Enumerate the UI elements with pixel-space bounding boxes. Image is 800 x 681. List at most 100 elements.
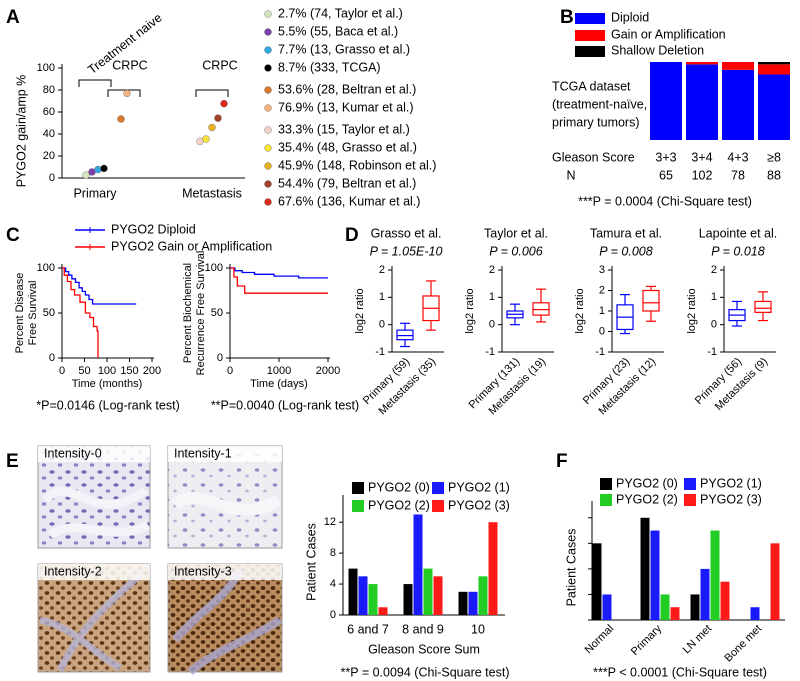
box (642, 289, 660, 312)
legend-swatch (432, 482, 444, 494)
bar (602, 594, 612, 620)
y-tick-label: -1 (595, 346, 605, 358)
box (396, 329, 414, 341)
y-axis-label: Percent Disease (14, 273, 26, 354)
y-axis-label: PYGO2 gain/amp % (14, 75, 28, 188)
y-tick-label: 0 (599, 325, 605, 337)
legend-marker (264, 126, 272, 134)
bar (413, 514, 423, 615)
legend-swatch (600, 494, 612, 506)
legend-marker (264, 162, 272, 170)
bar (750, 607, 760, 620)
bar-segment (758, 64, 790, 75)
x-tick-label: 150 (120, 365, 138, 377)
survival-curve (62, 267, 137, 305)
bracket (78, 79, 112, 87)
y-axis-label: Patient Cases (304, 523, 318, 601)
x-tick-label: 50 (78, 365, 90, 377)
bar (433, 576, 443, 615)
panel-letter: E (6, 451, 19, 472)
tissue (41, 486, 151, 539)
annotation: (treatment-naïve, (552, 97, 647, 111)
label-strip (168, 564, 282, 580)
bar-segment (758, 74, 790, 140)
data-point (82, 171, 90, 179)
panel-letter: C (6, 225, 20, 246)
legend-label: 54.4% (79, Beltran et al.) (278, 176, 416, 190)
x-tick-label: Metastasis (182, 186, 242, 200)
tissue (170, 491, 282, 516)
y-tick-label: 2 (711, 264, 717, 276)
footnote: ***P = 0.0004 (Chi-Square test) (578, 194, 752, 208)
x-tick-label: 8 and 9 (402, 622, 444, 636)
legend-label: PYGO2 (0) (368, 480, 430, 494)
count-label: 78 (731, 168, 745, 182)
y-tick-label: 0 (49, 352, 55, 364)
legend-swatch (575, 13, 605, 24)
legend-marker (264, 198, 272, 206)
y-tick-label: 3 (599, 264, 605, 276)
label-strip (38, 446, 150, 462)
p-value: P = 0.018 (711, 244, 764, 258)
bar (700, 568, 710, 620)
legend-label: 76.9% (13, Kumar et al.) (278, 100, 413, 114)
x-tick-label: Bone met (722, 623, 764, 665)
y-tick-label: 0 (49, 172, 55, 184)
legend-marker (264, 180, 272, 188)
y-tick-label: 0 (330, 609, 336, 621)
x-tick-label: Normal (583, 623, 617, 657)
y-tick-label: 100 (37, 62, 55, 74)
panel-letter: D (345, 225, 359, 246)
bar-segment (722, 62, 754, 70)
x-tick-label: 6 and 7 (347, 622, 389, 636)
y-axis-label: log2 ratio (574, 288, 586, 333)
legend-label: 45.9% (148, Robinson et al.) (278, 158, 436, 172)
bracket-label: CRPC (112, 58, 147, 72)
legend-label: PYGO2 Diploid (111, 222, 196, 236)
y-tick-label: 12 (324, 516, 336, 528)
legend-label: Diploid (611, 10, 649, 24)
panel-letter: B (560, 7, 574, 28)
panel-letter: F (556, 451, 568, 472)
p-value: P = 0.006 (489, 244, 542, 258)
y-axis-label: Patient Cases (564, 529, 578, 607)
bar (488, 522, 498, 615)
bar (348, 568, 358, 615)
count-header: N (566, 168, 575, 182)
x-tick-label: 0 (59, 365, 65, 377)
legend-marker (264, 28, 272, 36)
bar-segment (650, 62, 682, 140)
legend-label: PYGO2 (1) (448, 480, 510, 494)
legend-marker (264, 64, 272, 72)
data-point (123, 89, 131, 98)
legend-marker (264, 86, 272, 94)
bar (403, 584, 413, 615)
legend-swatch (684, 494, 696, 506)
legend-label: 35.4% (48, Grasso et al.) (278, 140, 417, 154)
x-tick-label: Primary (73, 186, 117, 200)
footnote: **P = 0.0094 (Chi-Square test) (341, 665, 510, 679)
bar (770, 543, 780, 620)
data-point (100, 164, 108, 173)
x-tick-label: 4+3 (727, 150, 748, 164)
x-tick-label: Primary (629, 622, 665, 658)
y-tick-label: 50 (43, 307, 55, 319)
legend-label: PYGO2 (3) (448, 498, 510, 512)
bar (358, 576, 368, 615)
x-axis-label: Gleason Score Sum (368, 642, 480, 656)
tissue (39, 572, 143, 672)
footnote: ***P < 0.0001 (Chi-Square test) (593, 665, 767, 679)
bar (660, 594, 670, 620)
y-tick-label: 60 (43, 106, 55, 118)
bar (458, 591, 468, 615)
bar-segment (722, 69, 754, 140)
legend-swatch (684, 478, 696, 490)
bar-segment (686, 62, 718, 65)
bar (378, 607, 388, 615)
legend-label: PYGO2 (0) (616, 476, 678, 490)
subplot-title: Tamura et al. (590, 226, 662, 240)
annotation: TCGA dataset (552, 79, 631, 93)
legend-marker (264, 144, 272, 152)
micrograph (167, 563, 283, 673)
